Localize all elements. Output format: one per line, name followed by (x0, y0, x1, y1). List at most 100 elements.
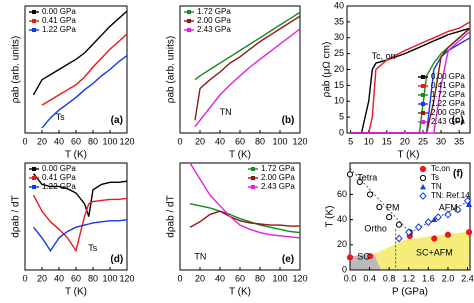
x-tick-label: 0 (22, 136, 27, 146)
legend-swatch-marker (421, 111, 425, 115)
legend-label: 0.41 GPa (431, 81, 465, 90)
x-tick-label: 120 (292, 136, 307, 146)
panel-label: (e) (282, 254, 294, 265)
legend-label: Ts (431, 173, 439, 182)
x-tick-label: 10 (364, 136, 374, 146)
annotation: PM (386, 202, 400, 212)
y-tick-label: 30 (334, 32, 344, 42)
x-axis-label: T (K) (65, 287, 87, 298)
series-line (32, 10, 128, 96)
legend-label: 2.43 GPa (197, 25, 231, 34)
x-tick-label: 30 (436, 136, 446, 146)
panel-label: (f) (453, 168, 463, 179)
y-tick-label: 35 (334, 16, 344, 26)
legend-swatch-marker (421, 120, 425, 124)
x-tick-label: 80 (255, 136, 265, 146)
y-axis-label: ρab (arb. units) (166, 36, 177, 103)
annotation: Ts (56, 112, 66, 122)
annotation: Tetra (357, 172, 377, 182)
x-tick-label: 60 (71, 136, 81, 146)
legend-swatch-marker (32, 19, 36, 23)
y-tick-label: 40 (337, 214, 347, 224)
legend-label: 1.72 GPa (431, 90, 465, 99)
sc-afm-region (374, 231, 470, 270)
legend-label: 2.00 GPa (431, 108, 465, 117)
point (454, 205, 462, 214)
x-tick-label: 20 (37, 273, 47, 283)
x-tick-label: 40 (215, 273, 225, 283)
y-tick-label: 25 (334, 48, 344, 58)
legend-label: 0.00 GPa (42, 7, 76, 16)
legend-swatch-marker (187, 10, 191, 14)
legend-label: 2.43 GPa (431, 117, 465, 126)
series-line (194, 28, 301, 128)
series-line (32, 194, 128, 253)
legend-label: 2.43 GPa (261, 182, 295, 191)
series-line (189, 210, 300, 228)
x-tick-label: 0.8 (383, 273, 396, 283)
panel: 0 20 40 60 80 100 120 T (K) dρab / dT 0.00 GPa0.4… (11, 162, 135, 298)
point (346, 171, 354, 178)
legend-label: 1.72 GPa (261, 164, 295, 173)
x-tick-label: 0 (177, 273, 182, 283)
point (431, 216, 438, 223)
y-axis-label: ρab (arb. units) (11, 36, 22, 103)
legend-swatch-marker (421, 93, 425, 97)
series-line (194, 11, 301, 81)
panel-label: (b) (282, 115, 295, 126)
y-axis-label: T (K) (325, 205, 336, 227)
x-tick-label: 1.6 (422, 273, 435, 283)
legend-swatch-marker (32, 185, 36, 189)
y-axis-label: ρab (μΩ cm) (322, 42, 333, 98)
point (424, 218, 433, 227)
x-tick-label: 0.4 (363, 273, 376, 283)
legend-swatch-marker (187, 28, 191, 32)
x-tick-label: 40 (215, 136, 225, 146)
x-tick-label: 120 (119, 273, 134, 283)
x-tick-label: 25 (418, 136, 428, 146)
x-tick-label: 40 (54, 136, 64, 146)
x-tick-label: 80 (88, 273, 98, 283)
x-tick-label: 1.2 (403, 273, 416, 283)
series-line (189, 162, 301, 239)
x-tick-label: 15 (382, 136, 392, 146)
legend-swatch-marker (251, 176, 255, 180)
x-tick-label: 0 (22, 273, 27, 283)
legend-label: 1.72 GPa (197, 7, 231, 16)
y-tick-label: 0 (342, 264, 347, 274)
annotation: Ortho (364, 224, 387, 234)
legend-label: 1.22 GPa (431, 99, 465, 108)
panel: 0 20 40 60 80 100 120 T (K) ρab (arb. units) 1.72… (166, 5, 308, 161)
legend-swatch-marker (421, 75, 425, 79)
x-tick-label: 0 (177, 136, 182, 146)
legend-label: Tc,on (431, 164, 450, 173)
x-tick-label: 20 (195, 273, 205, 283)
annotation: TN (220, 107, 232, 117)
y-tick-label: 15 (334, 80, 344, 90)
panel: 0 20 40 60 80 100 120 T (K) dρab / dT 1.72 GPa2.0… (166, 162, 308, 298)
series-line (350, 21, 471, 134)
legend-swatch (420, 184, 426, 190)
series-line (41, 33, 128, 106)
legend-swatch-marker (32, 167, 36, 171)
legend-label: 1.22 GPa (42, 25, 76, 34)
annotation: SC (357, 252, 370, 262)
x-tick-label: 20 (37, 136, 47, 146)
point (431, 235, 438, 242)
legend-label: 0.00 GPa (42, 164, 76, 173)
x-axis-label: T (K) (65, 150, 87, 161)
x-tick-label: 2.4 (461, 273, 474, 283)
x-tick-label: 100 (102, 136, 117, 146)
x-tick-label: 0.0 (344, 273, 357, 283)
legend-swatch-marker (421, 102, 425, 106)
panel-label: (c) (452, 115, 464, 126)
series-line (194, 15, 301, 121)
panel-label: (a) (111, 115, 123, 126)
x-tick-label: 60 (235, 273, 245, 283)
series-line (41, 54, 128, 129)
point (466, 201, 473, 207)
legend-label: TN: Ref.14 (431, 191, 470, 200)
point (463, 196, 472, 205)
